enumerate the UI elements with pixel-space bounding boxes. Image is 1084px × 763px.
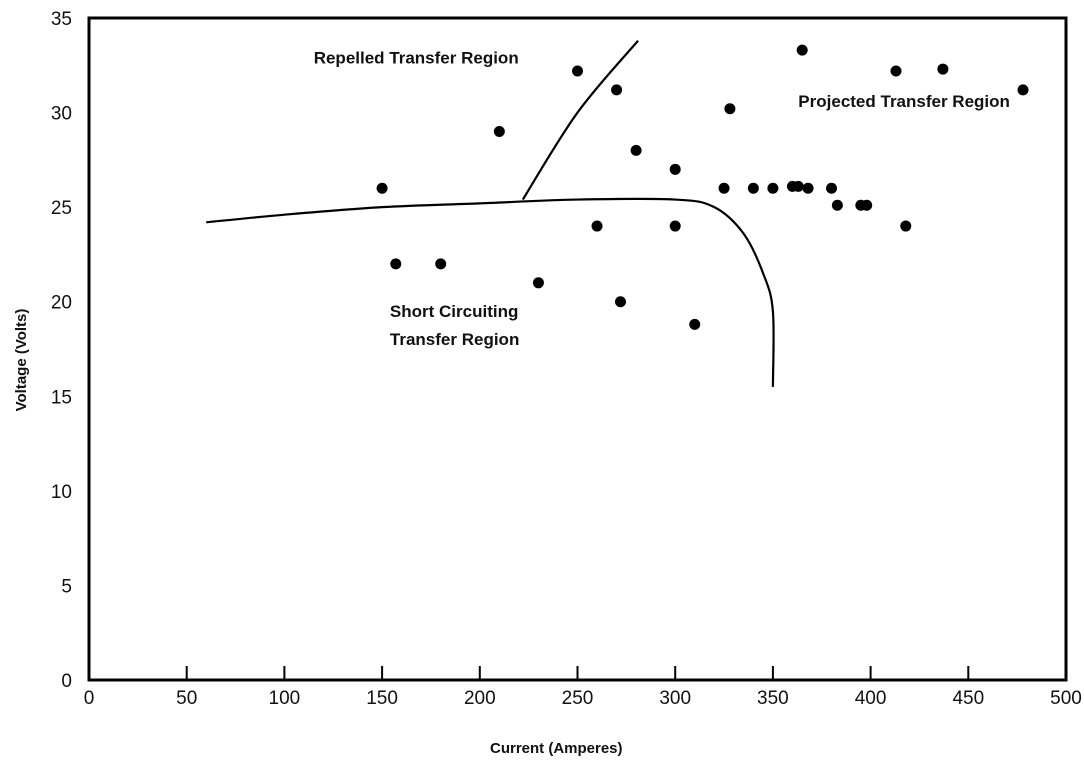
data-point (890, 65, 902, 77)
y-tick-label: 20 (51, 293, 72, 314)
data-point (826, 182, 838, 194)
y-tick-label: 5 (61, 576, 72, 597)
region-label: Projected Transfer Region (798, 92, 1010, 111)
x-tick-label: 300 (659, 688, 691, 709)
region-label: Repelled Transfer Region (314, 48, 519, 67)
x-tick-label: 50 (176, 688, 197, 709)
data-point (689, 318, 701, 330)
data-point (532, 277, 544, 289)
data-point (614, 296, 626, 308)
data-point (802, 182, 814, 194)
data-point (747, 182, 759, 194)
data-point (611, 84, 623, 96)
x-tick-label: 200 (464, 688, 496, 709)
y-tick-label: 0 (61, 671, 72, 692)
region-labels: Repelled Transfer Region Projected Transf… (314, 48, 1010, 349)
y-tick-label: 15 (51, 387, 72, 408)
data-point (1017, 84, 1029, 96)
data-point (435, 258, 447, 270)
data-point (493, 125, 505, 137)
repelled-projected-boundary (521, 39, 639, 201)
x-axis-ticks: 0 50 100 150 200 250 300 350 400 450 500 (84, 666, 1082, 709)
data-point (376, 182, 388, 194)
data-points (376, 44, 1029, 330)
region-boundaries (206, 39, 775, 387)
data-point (669, 220, 681, 232)
y-axis-title: Voltage (Volts) (13, 309, 30, 412)
data-point (900, 220, 912, 232)
x-tick-label: 450 (952, 688, 984, 709)
y-tick-label: 30 (51, 104, 72, 125)
x-tick-label: 0 (84, 688, 95, 709)
x-tick-label: 500 (1050, 688, 1082, 709)
data-point (861, 199, 873, 211)
x-axis-title: Current (Amperes) (490, 740, 623, 757)
y-tick-label: 35 (51, 9, 72, 30)
region-label: Transfer Region (390, 330, 519, 349)
data-point (831, 199, 843, 211)
y-tick-label: 10 (51, 482, 72, 503)
x-tick-label: 150 (366, 688, 398, 709)
plot-frame (87, 16, 1068, 682)
data-point (669, 163, 681, 175)
data-point (630, 144, 642, 156)
data-point (718, 182, 730, 194)
x-tick-label: 250 (562, 688, 594, 709)
y-tick-label: 25 (51, 198, 72, 219)
data-point (724, 103, 736, 115)
data-point (937, 63, 949, 75)
x-tick-label: 350 (757, 688, 789, 709)
x-tick-label: 100 (269, 688, 301, 709)
y-axis-ticks: 0 5 10 15 20 25 30 35 (51, 9, 72, 692)
data-point (591, 220, 603, 232)
data-point (390, 258, 402, 270)
data-point (572, 65, 583, 77)
data-point (767, 182, 779, 194)
data-point (796, 44, 808, 56)
data-point (792, 180, 804, 192)
region-label: Short Circuiting (390, 302, 518, 321)
x-tick-label: 400 (855, 688, 887, 709)
upper-boundary (206, 197, 775, 387)
